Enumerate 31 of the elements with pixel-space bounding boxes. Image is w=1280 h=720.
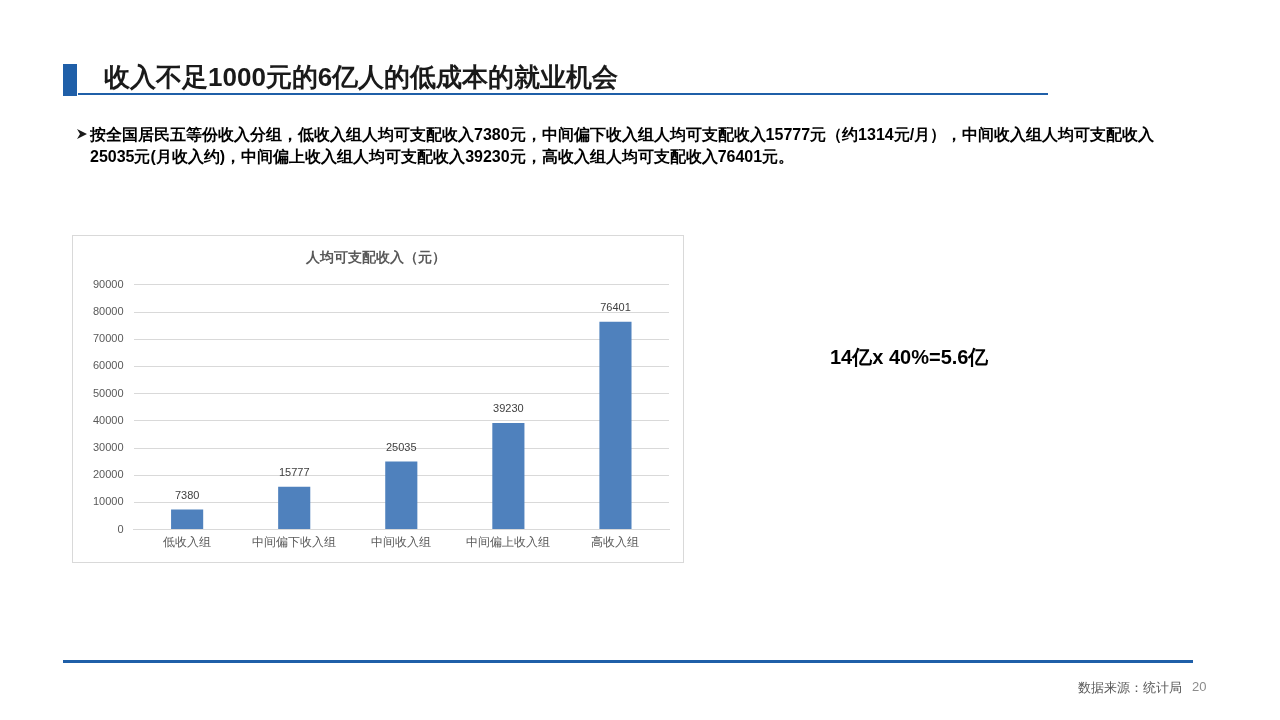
bar (171, 509, 204, 530)
x-tick-label: 中间收入组 (371, 535, 432, 550)
y-tick-label: 90000 (92, 277, 124, 290)
y-tick-label: 70000 (92, 332, 124, 345)
y-tick-label: 40000 (92, 413, 124, 426)
bar (599, 321, 632, 530)
data-label: 39230 (493, 402, 524, 415)
x-tick-label: 低收入组 (163, 535, 212, 550)
y-tick-label: 10000 (92, 495, 124, 508)
x-tick-label: 中间偏下收入组 (252, 535, 337, 550)
x-tick-label: 高收入组 (591, 535, 640, 550)
data-label: 25035 (386, 441, 417, 454)
chart-subtitle: 收入不足1000元的6亿人的低成本的就业机会 (104, 61, 619, 94)
data-label: 7380 (174, 489, 200, 502)
chart-title: 人均可支配收入（元） (305, 249, 446, 266)
y-tick-label: 60000 (92, 359, 124, 372)
y-tick-label: 0 (117, 522, 124, 535)
data-label: 15777 (278, 466, 310, 479)
bar (278, 486, 311, 530)
y-tick-label: 50000 (92, 386, 124, 399)
data-label: 76401 (600, 301, 631, 314)
x-tick-label: 中间偏上收入组 (466, 535, 551, 550)
text: 按全国居民五等份收入分组，低收入组人均可支配收入7380元，中间偏下收入组人均可支配收入15777元（约1314元/月），中间收入组人均可支配收入25035元(月收入约)，中间偏上收入组人均可支配收入39230元，高收入组人均可支配收入76401元。 (90, 125, 1156, 167)
y-tick-label: 20000 (92, 468, 124, 481)
text: 20 (1192, 679, 1207, 694)
bar (492, 422, 525, 530)
y-tick-label: 30000 (92, 441, 124, 454)
source-note: 数据来源：统计局 (1078, 679, 1182, 697)
y-tick-label: 80000 (92, 305, 124, 318)
bar (385, 461, 418, 530)
text: 14亿x 40%=5.6亿 (830, 345, 989, 370)
